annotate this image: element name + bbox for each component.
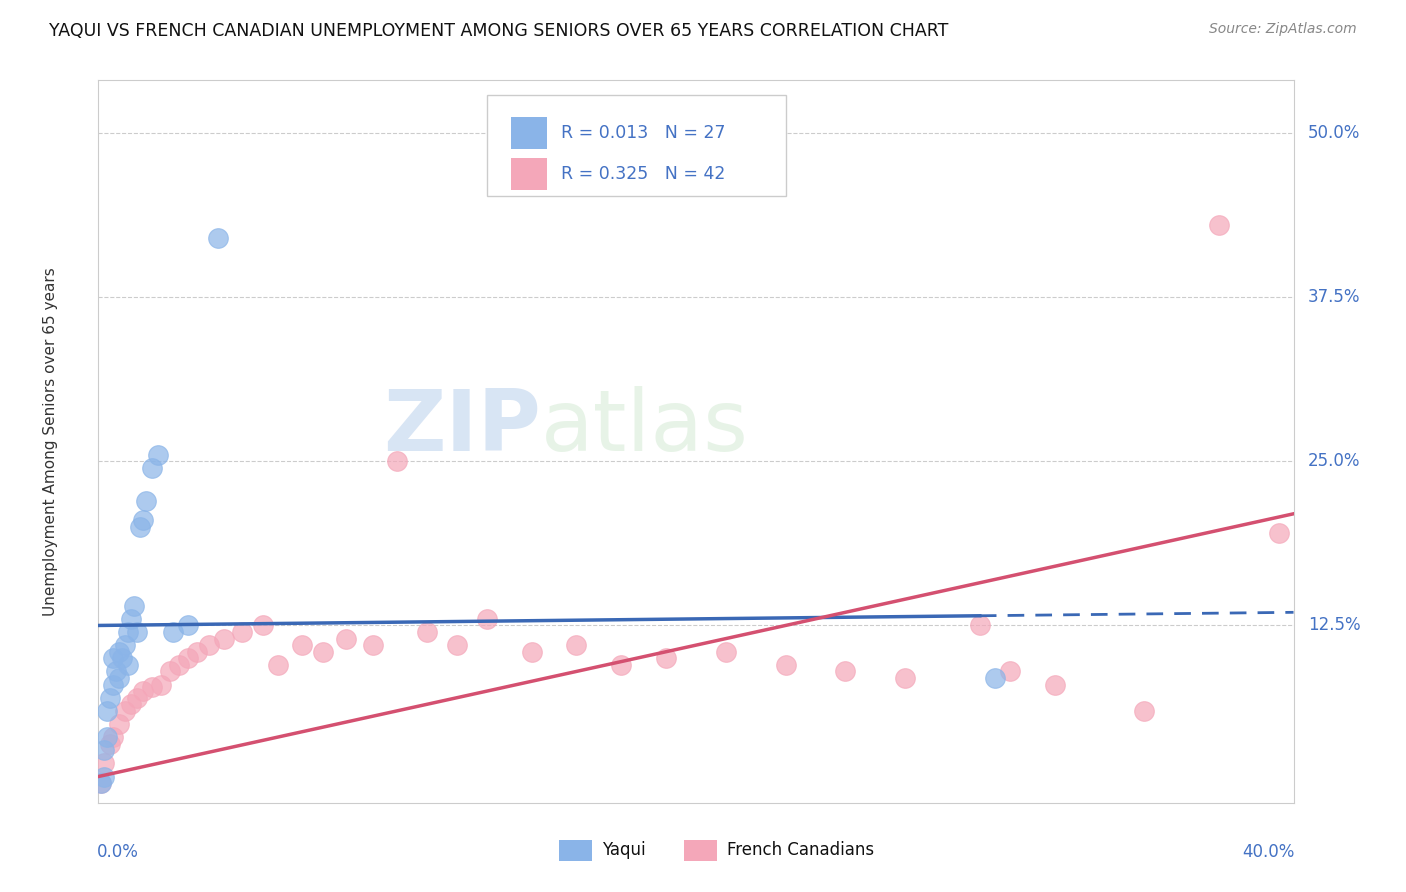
Point bbox=[834, 665, 856, 679]
Text: 12.5%: 12.5% bbox=[1308, 616, 1361, 634]
Point bbox=[159, 665, 181, 679]
Point bbox=[129, 520, 152, 534]
Text: 0.0%: 0.0% bbox=[97, 843, 139, 861]
Point bbox=[105, 665, 128, 679]
Point bbox=[1208, 218, 1230, 232]
Point bbox=[212, 632, 235, 646]
Point bbox=[186, 645, 208, 659]
Point bbox=[108, 717, 131, 731]
FancyBboxPatch shape bbox=[558, 840, 592, 861]
Point bbox=[98, 737, 122, 751]
Point bbox=[291, 638, 314, 652]
Point bbox=[162, 625, 184, 640]
Text: atlas: atlas bbox=[541, 385, 748, 468]
Point bbox=[132, 684, 155, 698]
Point bbox=[177, 651, 200, 665]
Point bbox=[108, 671, 131, 685]
Point bbox=[141, 680, 163, 694]
Text: Source: ZipAtlas.com: Source: ZipAtlas.com bbox=[1209, 22, 1357, 37]
Text: French Canadians: French Canadians bbox=[727, 841, 875, 860]
Point bbox=[90, 776, 112, 790]
Point bbox=[446, 638, 468, 652]
Point bbox=[120, 612, 142, 626]
Text: 40.0%: 40.0% bbox=[1243, 843, 1295, 861]
Text: YAQUI VS FRENCH CANADIAN UNEMPLOYMENT AMONG SENIORS OVER 65 YEARS CORRELATION CH: YAQUI VS FRENCH CANADIAN UNEMPLOYMENT AM… bbox=[49, 22, 949, 40]
Point bbox=[148, 448, 170, 462]
Point bbox=[520, 645, 543, 659]
Text: Yaqui: Yaqui bbox=[602, 841, 645, 860]
FancyBboxPatch shape bbox=[510, 117, 547, 149]
Point bbox=[363, 638, 385, 652]
Point bbox=[103, 730, 125, 744]
Point bbox=[127, 625, 149, 640]
Point bbox=[416, 625, 439, 640]
Point bbox=[96, 730, 118, 744]
Text: 37.5%: 37.5% bbox=[1308, 288, 1361, 306]
Point bbox=[335, 632, 357, 646]
Text: ZIP: ZIP bbox=[382, 385, 541, 468]
Point bbox=[252, 618, 274, 632]
Point bbox=[117, 625, 139, 640]
FancyBboxPatch shape bbox=[510, 158, 547, 191]
Point bbox=[198, 638, 221, 652]
Point bbox=[1043, 677, 1066, 691]
Text: R = 0.325   N = 42: R = 0.325 N = 42 bbox=[561, 165, 725, 183]
Point bbox=[141, 460, 163, 475]
Point bbox=[93, 743, 115, 757]
Point bbox=[124, 599, 146, 613]
Point bbox=[1133, 704, 1156, 718]
Point bbox=[714, 645, 737, 659]
Point bbox=[93, 756, 115, 771]
Point bbox=[103, 677, 125, 691]
Point bbox=[98, 690, 122, 705]
Point bbox=[108, 645, 131, 659]
Text: 25.0%: 25.0% bbox=[1308, 452, 1361, 470]
Text: R = 0.013   N = 27: R = 0.013 N = 27 bbox=[561, 124, 725, 142]
FancyBboxPatch shape bbox=[486, 95, 786, 196]
Point bbox=[1267, 526, 1289, 541]
Text: Unemployment Among Seniors over 65 years: Unemployment Among Seniors over 65 years bbox=[44, 268, 58, 615]
Point bbox=[132, 513, 155, 527]
Point bbox=[135, 493, 157, 508]
Point bbox=[90, 776, 112, 790]
Point bbox=[984, 671, 1007, 685]
Point bbox=[120, 698, 142, 712]
Point bbox=[111, 651, 134, 665]
Point bbox=[127, 690, 149, 705]
Point bbox=[177, 618, 200, 632]
Point bbox=[969, 618, 991, 632]
Point bbox=[775, 657, 797, 672]
Point bbox=[96, 704, 118, 718]
Point bbox=[103, 651, 125, 665]
Point bbox=[385, 454, 409, 468]
Point bbox=[150, 677, 173, 691]
Point bbox=[565, 638, 588, 652]
Point bbox=[231, 625, 253, 640]
Point bbox=[610, 657, 633, 672]
FancyBboxPatch shape bbox=[685, 840, 717, 861]
Point bbox=[998, 665, 1021, 679]
Point bbox=[267, 657, 290, 672]
Point bbox=[655, 651, 678, 665]
Text: 50.0%: 50.0% bbox=[1308, 124, 1360, 142]
Point bbox=[207, 231, 229, 245]
Point bbox=[117, 657, 139, 672]
Point bbox=[114, 704, 136, 718]
Point bbox=[93, 770, 115, 784]
Point bbox=[894, 671, 917, 685]
Point bbox=[167, 657, 190, 672]
Point bbox=[311, 645, 333, 659]
Point bbox=[475, 612, 498, 626]
Point bbox=[114, 638, 136, 652]
